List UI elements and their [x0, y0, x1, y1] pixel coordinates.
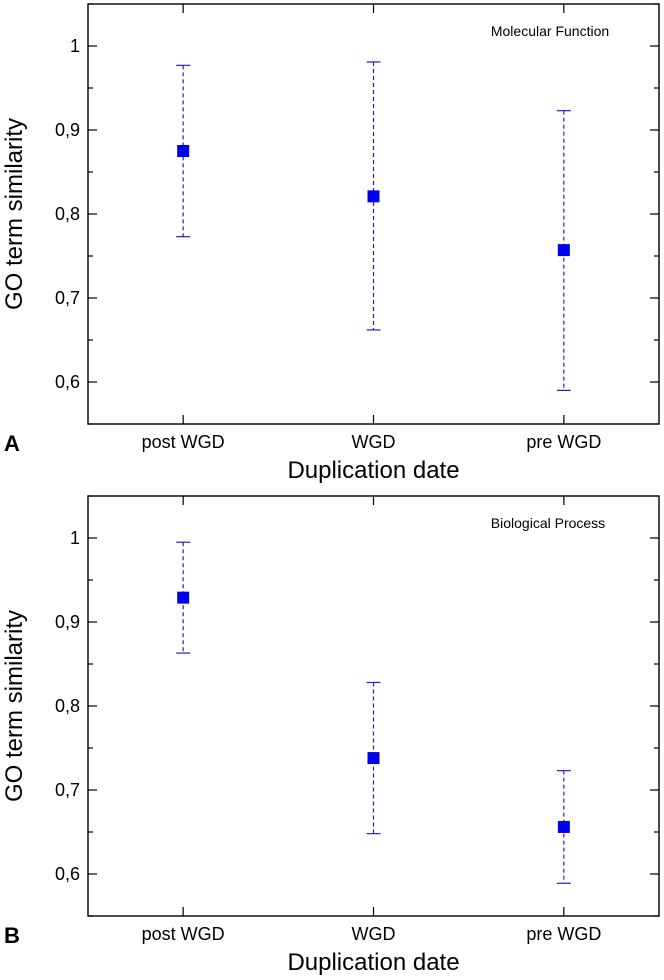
panel-label: B [4, 923, 20, 948]
x-tick-label: WGD [352, 432, 396, 452]
y-tick-label: 0,9 [55, 120, 80, 140]
subplot-title: Molecular Function [491, 23, 609, 39]
x-axis-label: Duplication date [287, 949, 459, 976]
x-axis-label: Duplication date [287, 457, 459, 484]
data-point [367, 752, 380, 765]
y-tick-label: 0,8 [55, 204, 80, 224]
x-tick-label: pre WGD [526, 432, 601, 452]
y-tick-label: 0,8 [55, 696, 80, 716]
y-axis-label: GO term similarity [1, 610, 28, 802]
x-tick-label: WGD [352, 924, 396, 944]
y-axis-label: GO term similarity [1, 118, 28, 310]
plot-frame [87, 3, 660, 425]
data-point [177, 145, 190, 157]
subplot-title: Biological Process [491, 515, 605, 531]
y-tick-label: 0,6 [55, 864, 80, 884]
data-point [367, 190, 380, 203]
x-tick-label: post WGD [142, 924, 225, 944]
y-tick-label: 1 [70, 528, 80, 548]
data-point [177, 591, 190, 604]
x-tick-label: pre WGD [526, 924, 601, 944]
data-point [557, 244, 570, 257]
data-point [557, 820, 570, 833]
panel-label: A [4, 431, 20, 456]
y-tick-label: 0,7 [55, 780, 80, 800]
y-tick-label: 0,9 [55, 612, 80, 632]
x-tick-label: post WGD [142, 432, 225, 452]
y-tick-label: 1 [70, 36, 80, 56]
y-tick-label: 0,6 [55, 372, 80, 392]
y-tick-label: 0,7 [55, 288, 80, 308]
